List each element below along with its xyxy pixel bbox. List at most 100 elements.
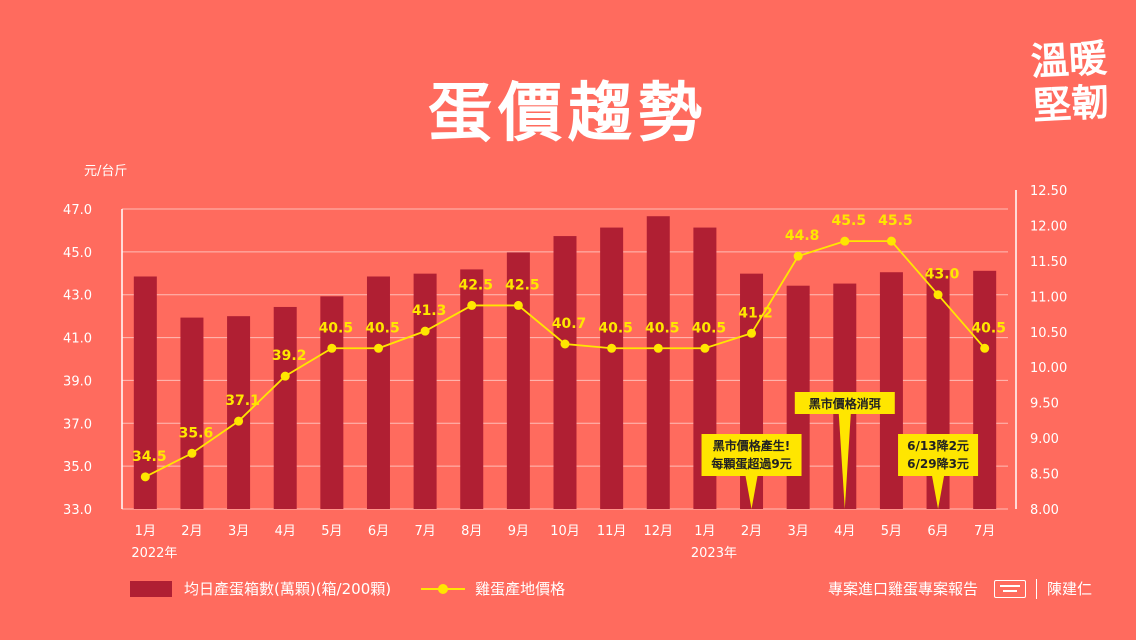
x-tick-label: 5月 — [321, 524, 342, 539]
price-point — [513, 300, 523, 310]
price-data-label: 34.5 — [132, 449, 167, 465]
x-tick-label: 6月 — [368, 524, 389, 539]
x-tick-label: 6月 — [927, 524, 948, 539]
chart-title: 蛋價趨勢 — [428, 77, 708, 151]
right-tick-label: 9.00 — [1030, 432, 1059, 447]
bar — [973, 270, 997, 509]
price-point — [747, 328, 757, 338]
legend-line-swatch — [421, 581, 466, 597]
x-tick-label: 3月 — [228, 524, 249, 539]
right-tick-label: 12.50 — [1030, 184, 1067, 199]
callout-pointer — [745, 476, 758, 509]
x-tick-label: 8月 — [461, 524, 482, 539]
bar — [273, 306, 297, 509]
legend-bar-label: 均日產蛋箱數(萬顆)(箱/200顆) — [184, 580, 392, 598]
price-data-label: 42.5 — [458, 277, 493, 293]
price-point — [280, 371, 290, 381]
x-tick-label: 7月 — [414, 524, 435, 539]
callout-text: 黑市價格產生! — [713, 438, 790, 453]
price-data-label: 37.1 — [225, 393, 260, 409]
callout: 黑市價格產生! 每顆蛋超過9元 — [701, 434, 802, 509]
callout-text: 黑市價格消弭 — [809, 396, 881, 411]
x-tick-label: 2月 — [181, 524, 202, 539]
bar — [879, 272, 903, 509]
bar — [227, 316, 251, 509]
bar-series — [133, 216, 997, 510]
price-point — [700, 343, 710, 353]
x-tick-label: 1月 — [135, 524, 156, 539]
price-point — [980, 343, 990, 353]
callout-box — [898, 434, 979, 476]
left-axis-label: 元/台斤 — [84, 164, 127, 179]
right-tick-label: 11.50 — [1030, 255, 1067, 270]
x-tick-label: 2月 — [741, 524, 762, 539]
callout-text: 每顆蛋超過9元 — [711, 456, 791, 471]
line-series: 34.5 35.6 37.1 39.2 40.5 40.5 41.3 42.5 42.5 40.7… — [132, 213, 1006, 482]
left-tick-label: 43.0 — [63, 289, 92, 304]
price-point — [886, 236, 896, 246]
legend-line-label: 雞蛋產地價格 — [475, 580, 566, 598]
x-tick-label: 4月 — [275, 524, 296, 539]
price-data-label: 40.7 — [552, 316, 587, 332]
price-data-label: 45.5 — [878, 213, 913, 229]
x-tick-label: 3月 — [788, 524, 809, 539]
callout-text: 6/29降3元 — [907, 456, 969, 471]
left-tick-label: 39.0 — [63, 374, 92, 389]
left-tick-label: 33.0 — [63, 503, 92, 518]
right-tick-label: 8.00 — [1030, 503, 1059, 518]
x-tick-label: 4月 — [834, 524, 855, 539]
price-data-label: 40.5 — [365, 320, 400, 336]
bar — [460, 269, 484, 509]
left-tick-label: 47.0 — [63, 203, 92, 218]
x-tick-label: 12月 — [643, 524, 673, 539]
price-data-label: 40.5 — [319, 320, 354, 336]
x-tick-label: 7月 — [974, 524, 995, 539]
price-point — [327, 343, 337, 353]
callout-pointer — [838, 414, 851, 509]
x-tick-label: 11月 — [597, 524, 627, 539]
bar — [646, 216, 670, 509]
legend: 均日產蛋箱數(萬顆)(箱/200顆) 雞蛋產地價格 — [130, 578, 565, 599]
price-data-label: 40.5 — [971, 320, 1006, 336]
bar — [320, 296, 344, 509]
price-point — [653, 343, 663, 353]
callout: 6/13降2元 6/29降3元 — [898, 434, 979, 509]
speaker-name: 陳建仁 — [1046, 580, 1092, 598]
report-title: 專案進口雞蛋專案報告 — [827, 580, 978, 598]
right-tick-label: 10.50 — [1030, 326, 1067, 341]
price-point — [607, 343, 617, 353]
price-data-label: 39.2 — [272, 348, 307, 364]
right-tick-label: 12.00 — [1030, 219, 1067, 234]
footer-divider — [1035, 578, 1037, 599]
price-data-label: 40.5 — [598, 320, 633, 336]
callouts: 黑市價格產生! 每顆蛋超過9元 黑市價格消弭 6/13降2元 6/29降3元 — [701, 392, 979, 509]
left-tick-label: 35.0 — [63, 460, 92, 475]
price-data-label: 42.5 — [505, 277, 540, 293]
left-tick-label: 41.0 — [63, 332, 92, 347]
price-point — [140, 472, 150, 482]
price-point — [933, 290, 943, 300]
x-tick-label: 1月 — [694, 524, 715, 539]
price-data-label: 41.2 — [738, 305, 773, 321]
right-tick-label: 9.50 — [1030, 397, 1059, 412]
price-data-label: 40.5 — [692, 320, 727, 336]
bar — [180, 317, 204, 509]
price-point — [234, 416, 244, 426]
x-tick-label: 5月 — [881, 524, 902, 539]
price-point — [187, 448, 197, 458]
price-point — [420, 326, 430, 336]
price-data-label: 41.3 — [412, 303, 447, 319]
price-data-label: 40.5 — [645, 320, 680, 336]
bar — [506, 252, 530, 510]
bar — [133, 276, 157, 509]
price-point — [373, 343, 383, 353]
price-data-label: 43.0 — [925, 267, 960, 283]
price-point — [560, 339, 570, 349]
price-point — [793, 251, 803, 261]
callout-pointer — [932, 476, 945, 509]
callout: 黑市價格消弭 — [794, 392, 895, 509]
callout-box — [794, 392, 895, 414]
year-label: 2022年 — [131, 546, 177, 561]
year-label: 2023年 — [691, 546, 737, 561]
